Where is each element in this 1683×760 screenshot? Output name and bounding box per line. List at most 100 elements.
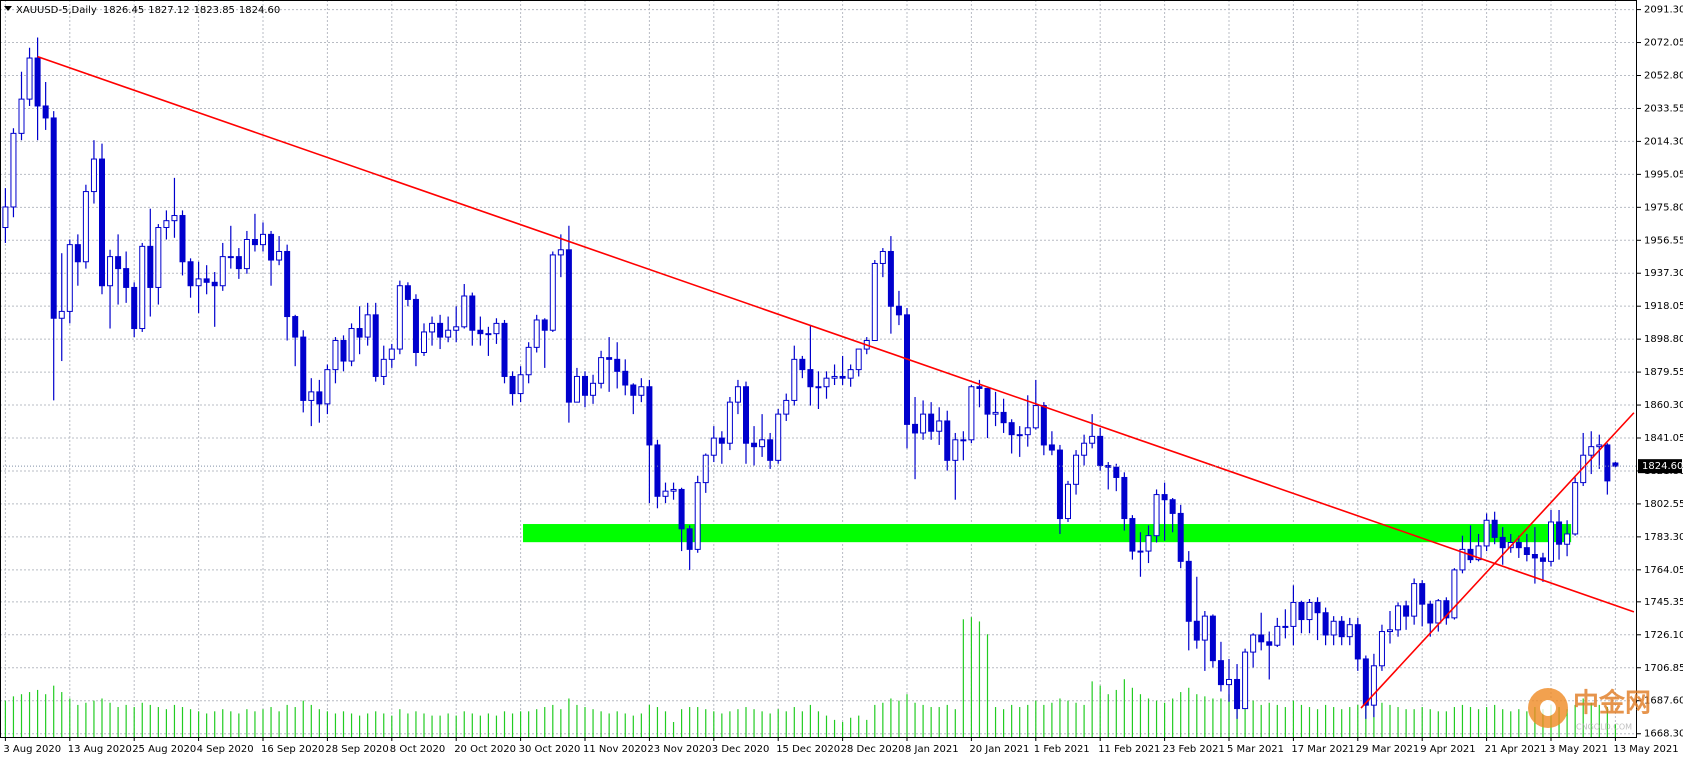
candle-body (815, 386, 822, 389)
candle-body (1612, 462, 1619, 467)
candle-body (203, 278, 210, 283)
x-tick-label: 3 Aug 2020 (3, 744, 61, 755)
candle-body (2, 206, 9, 229)
candle-body (1081, 442, 1088, 456)
candle-body (718, 437, 725, 444)
candle-body (1145, 535, 1152, 552)
candle-body (284, 250, 291, 318)
candle-body (1403, 605, 1410, 617)
candle-body (1113, 466, 1120, 478)
candle-body (904, 314, 910, 425)
y-tick-label: 1764.05 (1644, 565, 1683, 576)
candle-body (155, 227, 162, 288)
candle-body (1274, 625, 1281, 646)
candle-body (42, 105, 49, 119)
watermark-sub: CNGOLD.COM (1576, 723, 1632, 732)
x-tick-label: 11 Nov 2020 (583, 744, 647, 755)
x-tick-label: 20 Jan 2021 (969, 744, 1029, 755)
candle-body (582, 375, 588, 396)
symbol: XAUUSD-5,Daily (16, 5, 97, 16)
candle-body (163, 220, 170, 229)
candle-body (1451, 569, 1458, 619)
x-tick-label: 3 Dec 2020 (712, 744, 770, 755)
candle-body (1548, 521, 1554, 562)
candle-body (1089, 435, 1096, 444)
candle-body (74, 244, 81, 263)
candle-body (251, 239, 258, 246)
y-tick-label: 1687.60 (1644, 696, 1683, 707)
candle-body (1596, 444, 1603, 448)
y-tick-label: 2014.30 (1644, 136, 1683, 147)
y-tick-label: 1956.55 (1644, 235, 1683, 246)
candle-body (380, 358, 387, 377)
candle-body (1121, 476, 1128, 520)
candle-body (66, 244, 73, 312)
candle-body (1387, 629, 1393, 633)
y-tick-label: 1898.80 (1644, 334, 1683, 345)
candle-body (1193, 620, 1200, 641)
trendline (1360, 412, 1635, 709)
candle-body (968, 386, 975, 441)
candle-body (268, 233, 275, 261)
y-tick-label: 1879.55 (1644, 367, 1683, 378)
candle-body (1443, 600, 1450, 619)
y-tick-label: 1860.30 (1644, 400, 1683, 411)
candle-body (461, 295, 468, 328)
candle-body (1242, 651, 1249, 710)
watermark-text: 中金网 (1573, 688, 1651, 719)
candle-body (1588, 446, 1595, 456)
candle-body (541, 319, 548, 331)
candle-body (1564, 533, 1571, 545)
y-tick-label: 2052.80 (1644, 70, 1683, 81)
candle-body (734, 386, 741, 403)
candle-body (654, 444, 661, 497)
candle-body (912, 423, 919, 434)
watermark-logo-center (1540, 700, 1556, 716)
y-tick-label: 1975.80 (1644, 202, 1683, 213)
candle-body (831, 375, 838, 379)
candle-body (1419, 583, 1426, 605)
candle-body (1362, 658, 1369, 706)
candle-body (1234, 678, 1241, 710)
x-tick-label: 5 Mar 2021 (1227, 744, 1284, 755)
candle-body (243, 239, 250, 270)
y-tick-label: 1802.55 (1644, 499, 1683, 510)
candle-body (630, 384, 637, 396)
candle-body (1556, 521, 1563, 545)
candle-body (533, 319, 540, 348)
candle-body (404, 285, 411, 300)
candle-body (1177, 512, 1184, 562)
candle-body (147, 245, 154, 288)
candle-body (775, 413, 782, 461)
candle-body (388, 348, 395, 360)
candle-body (235, 256, 242, 270)
candle-body (107, 256, 114, 287)
x-tick-label: 9 Apr 2021 (1420, 744, 1475, 755)
candle-body (1032, 405, 1039, 429)
candle-body (799, 358, 806, 371)
candle-body (614, 358, 621, 372)
candle-body (195, 278, 202, 287)
candle-body (26, 57, 33, 100)
candle-body (1346, 624, 1353, 638)
candle-body (501, 322, 508, 377)
candle-body (662, 490, 669, 497)
candle-body (823, 377, 830, 388)
x-tick-label: 8 Oct 2020 (390, 744, 445, 755)
candle-body (509, 375, 516, 395)
candle-body (1161, 494, 1168, 501)
candle-body (646, 386, 653, 446)
candle-body (743, 386, 749, 444)
y-tick-label: 1937.30 (1644, 268, 1683, 279)
candle-body (936, 420, 943, 432)
candle-body (187, 261, 194, 287)
x-tick-label: 25 Aug 2020 (132, 744, 196, 755)
candle-body (1226, 678, 1232, 686)
candle-body (300, 336, 307, 401)
candle-body (99, 158, 105, 287)
candle-body (1322, 612, 1329, 636)
candle-body (1065, 483, 1071, 520)
candle-body (1217, 660, 1224, 686)
candle-body (638, 386, 645, 396)
